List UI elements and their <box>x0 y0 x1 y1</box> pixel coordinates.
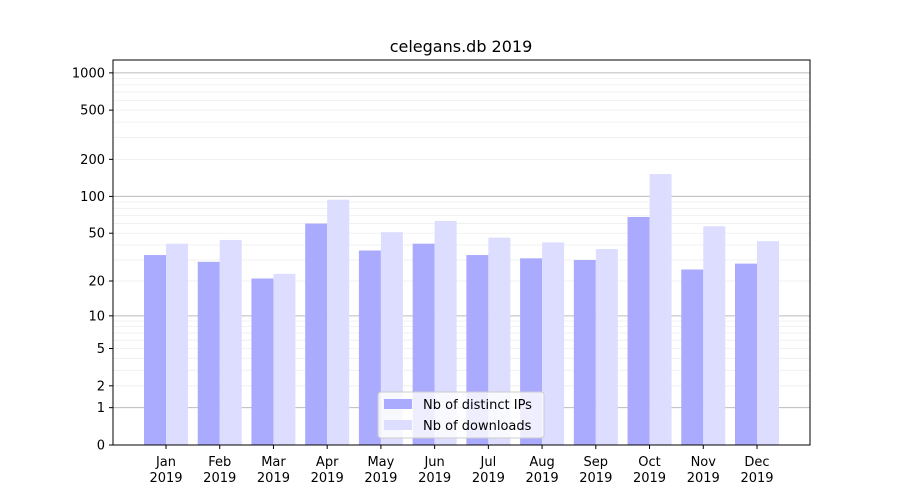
x-tick-label-line: Jun <box>423 455 444 470</box>
legend-label: Nb of distinct IPs <box>423 398 532 413</box>
x-tick-label-line: 2019 <box>687 471 720 486</box>
bar-ips <box>197 261 220 445</box>
bar-ips <box>627 216 650 445</box>
x-tick-label: Mar 2019 <box>257 455 290 486</box>
y-tick-label: 1 <box>97 401 105 416</box>
plot-frame <box>112 59 811 446</box>
x-tick-label-line: 2019 <box>364 471 397 486</box>
x-tick-label: May 2019 <box>364 455 397 486</box>
x-tick-label-line: Jan <box>155 455 176 470</box>
x-tick-label: Feb 2019 <box>203 455 236 486</box>
x-tick-label-line: 2019 <box>740 471 773 486</box>
y-tick-label: 2 <box>97 379 105 394</box>
x-tick-label-line: 2019 <box>472 471 505 486</box>
x-tick-label-line: 2019 <box>257 471 290 486</box>
x-tick-label-line: Mar <box>261 455 286 470</box>
y-tick-label: 50 <box>88 227 105 242</box>
x-tick-label-line: Feb <box>208 455 231 470</box>
y-tick-label: 0 <box>97 439 105 454</box>
bar-downloads <box>757 241 779 445</box>
x-tick-label: Jul 2019 <box>472 455 505 486</box>
legend-swatch <box>384 420 412 430</box>
y-tick-label: 100 <box>80 190 105 205</box>
bar-downloads <box>595 249 618 445</box>
y-tick-label: 20 <box>88 275 105 290</box>
y-tick-label: 5 <box>97 342 105 357</box>
legend-box <box>377 391 545 439</box>
y-tick-label: 10 <box>88 309 105 324</box>
bar-downloads <box>542 242 565 445</box>
x-tick-label-line: 2019 <box>579 471 612 486</box>
bar-downloads <box>434 220 457 445</box>
x-tick-label-line: 2019 <box>311 471 344 486</box>
bar-downloads <box>649 174 672 445</box>
bar-ips <box>251 278 274 445</box>
y-tick-label: 200 <box>80 153 105 168</box>
x-tick-label-line: May <box>367 455 394 470</box>
x-tick-label-line: 2019 <box>633 471 666 486</box>
legend: Nb of distinct IPs Nb of downloads <box>377 391 545 439</box>
x-tick-label: Sep 2019 <box>579 455 612 486</box>
chart-title: celegans.db 2019 <box>390 37 533 56</box>
bar-ips <box>144 255 166 445</box>
bar-ips <box>681 269 704 445</box>
x-tick-label: Jun 2019 <box>418 455 451 486</box>
bar-downloads <box>273 273 296 445</box>
bar-downloads <box>219 239 242 445</box>
bar-ips <box>305 223 328 445</box>
legend-label: Nb of downloads <box>423 419 532 434</box>
bar-ips <box>573 260 596 445</box>
x-tick-label-line: Dec <box>744 455 769 470</box>
bar-ips <box>735 263 757 445</box>
x-tick-label-line: Sep <box>584 455 609 470</box>
x-tick-label: Dec 2019 <box>740 455 773 486</box>
x-tick-label: Jan 2019 <box>149 455 182 486</box>
x-tick-label-line: Apr <box>316 455 339 470</box>
bar-downloads <box>703 226 726 445</box>
x-tick-label-line: 2019 <box>418 471 451 486</box>
x-tick-label-line: 2019 <box>526 471 559 486</box>
x-tick-label: Oct 2019 <box>633 455 666 486</box>
bar-ips <box>358 250 381 445</box>
x-tick-label-line: Aug <box>529 455 554 470</box>
legend-swatch <box>384 399 412 409</box>
x-tick-label-line: Jul <box>480 455 497 470</box>
y-tick-label: 500 <box>80 104 105 119</box>
x-tick-label-line: 2019 <box>149 471 182 486</box>
bar-downloads <box>327 199 350 445</box>
x-tick-label-line: 2019 <box>203 471 236 486</box>
y-tick-label: 1000 <box>72 66 105 81</box>
x-tick-label-line: Oct <box>638 455 660 470</box>
x-tick-label: Nov 2019 <box>687 455 720 486</box>
x-tick-label-line: Nov <box>691 455 717 470</box>
x-tick-label: Aug 2019 <box>526 455 559 486</box>
bar-downloads <box>166 243 188 445</box>
x-tick-label: Apr 2019 <box>311 455 344 486</box>
